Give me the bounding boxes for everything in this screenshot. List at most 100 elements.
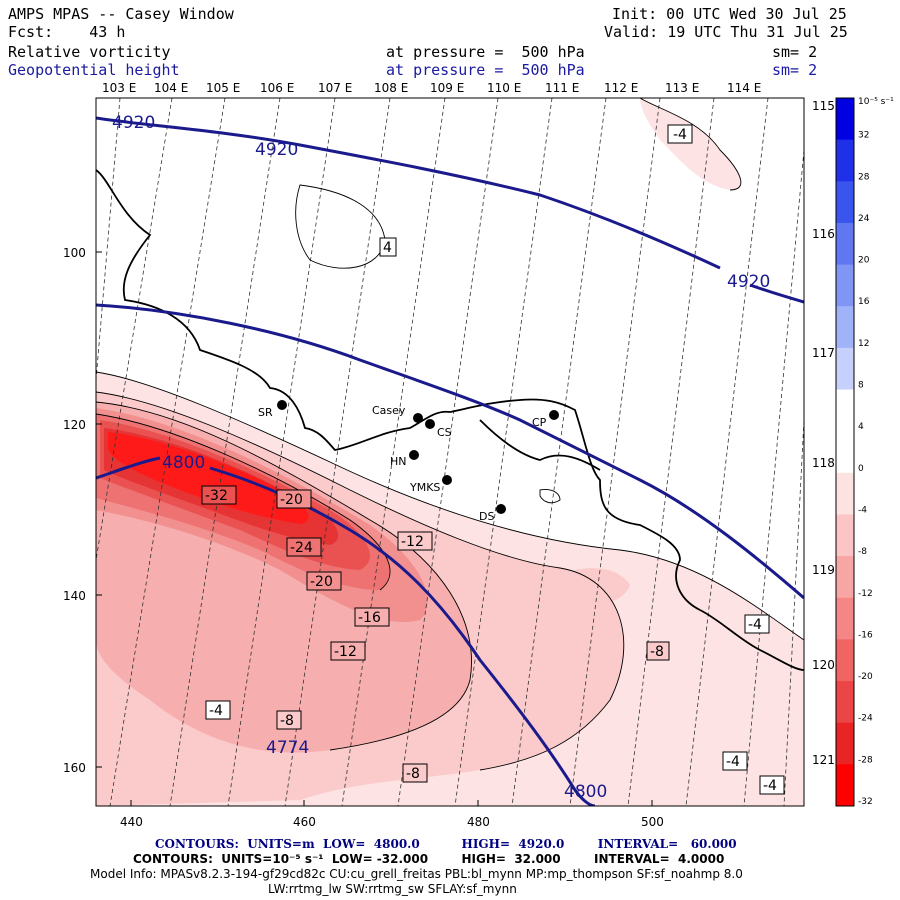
svg-text:-24: -24 [290, 540, 313, 556]
svg-text:4: 4 [383, 240, 392, 256]
colorbar-label: -16 [858, 630, 873, 640]
svg-text:107 E: 107 E [318, 81, 352, 95]
station-label-sr: SR [258, 406, 273, 419]
colorbar-label: 12 [858, 339, 869, 349]
svg-text:-4: -4 [763, 778, 777, 794]
height-contour-info: CONTOURS: UNITS=m LOW= 4800.0 HIGH= 4920… [155, 837, 737, 851]
station-label-cp: CP [532, 416, 547, 429]
colorbar-swatch [836, 139, 854, 182]
station-label-cs: CS [437, 426, 452, 439]
station-label-ds: DS [479, 510, 494, 523]
svg-text:109 E: 109 E [430, 81, 464, 95]
colorbar-swatch [836, 431, 854, 474]
y-tick-label: 140 [63, 589, 86, 603]
colorbar-label: -24 [858, 714, 873, 724]
vort-label-box: -20 [306, 571, 342, 591]
svg-text:-4: -4 [209, 703, 223, 719]
svg-text:-20: -20 [310, 574, 333, 590]
height-label-4774: 4774 [266, 738, 309, 758]
colorbar-label: 0 [858, 464, 864, 474]
vort-label-box: -20 [276, 489, 312, 509]
meridian-lines [96, 98, 804, 806]
station-label-casey: Casey [372, 404, 406, 417]
station-label-ymks: YMKS [409, 481, 440, 494]
svg-text:-4: -4 [748, 617, 762, 633]
colorbar-label: -8 [858, 547, 867, 557]
field2-pressure: at pressure = 500 hPa [386, 61, 585, 79]
colorbar-label: 4 [858, 422, 864, 432]
svg-text:114 E: 114 E [727, 81, 761, 95]
x-tick-label: 480 [467, 815, 490, 829]
colorbar: 32 28 24 20 16 12 8 4 0 -4 -8 -12 -16 -20 -24 -28 -32 [835, 97, 873, 807]
y-tick-label: 100 [63, 246, 86, 260]
station-marker-sr [277, 400, 287, 410]
colorbar-swatch [836, 722, 854, 765]
vort-label-box: -8 [276, 710, 302, 730]
svg-text:-4: -4 [726, 754, 740, 770]
colorbar-label: 28 [858, 172, 870, 182]
station-marker-ds [496, 504, 506, 514]
colorbar-swatch [836, 681, 854, 724]
vorticity-contour-labels: -4 4 -32 -20 -24 -20 -12 -16 -12 -8 -4 -… [201, 124, 785, 795]
y-tick-label: 160 [63, 761, 86, 775]
colorbar-swatch [836, 389, 854, 432]
station-marker-cp [549, 410, 559, 420]
vort-label-box: -4 [667, 124, 693, 144]
colorbar-label: -20 [858, 672, 873, 682]
colorbar-label: -28 [858, 755, 873, 765]
field1-pressure: at pressure = 500 hPa [386, 43, 585, 61]
svg-text:110 E: 110 E [487, 81, 521, 95]
colorbar-label: 24 [858, 214, 870, 224]
vorticity-shading [96, 98, 804, 806]
longitude-labels-top: 103 E 104 E 105 E 106 E 107 E 108 E 109 … [102, 81, 761, 95]
colorbar-swatch [836, 98, 854, 141]
field1-name: Relative vorticity [8, 43, 171, 61]
axis-ticks [96, 251, 653, 806]
axis-tick-labels: 440 460 480 500 100 120 140 160 [63, 246, 664, 829]
vort-label-box: -8 [646, 641, 670, 661]
vort-label-box: -32 [201, 485, 237, 505]
colorbar-label: 16 [858, 297, 870, 307]
colorbar-swatch [836, 264, 854, 307]
svg-text:113 E: 113 E [665, 81, 699, 95]
field1-smoothing: sm= 2 [772, 43, 818, 61]
svg-text:-16: -16 [358, 610, 381, 626]
vort-label-box: -12 [397, 531, 433, 551]
svg-text:106 E: 106 E [260, 81, 294, 95]
colorbar-swatch [836, 181, 854, 224]
x-tick-label: 460 [293, 815, 316, 829]
model-info: Model Info: MPASv8.2.3-194-gf29cd82c CU:… [90, 867, 743, 881]
valid-time: Valid: 19 UTC Thu 31 Jul 25 [604, 23, 848, 41]
vort-label-box: -8 [402, 763, 428, 783]
colorbar-swatch [836, 639, 854, 682]
colorbar-label: 20 [858, 256, 870, 266]
vort-label-box: -4 [759, 775, 785, 795]
height-label-4920-a: 4920 [112, 113, 155, 133]
svg-text:105 E: 105 E [206, 81, 240, 95]
station-marker-ymks [442, 475, 452, 485]
colorbar-unit: 10⁻⁵ s⁻¹ [858, 97, 894, 107]
field2-name: Geopotential height [8, 61, 180, 79]
vort-label-box: -12 [330, 641, 366, 661]
station-marker-hn [409, 450, 419, 460]
svg-text:103 E: 103 E [102, 81, 136, 95]
colorbar-label: -12 [858, 589, 873, 599]
svg-text:104 E: 104 E [154, 81, 188, 95]
init-time: Init: 00 UTC Wed 30 Jul 25 [612, 5, 847, 23]
map-panel: 4920 4920 4920 4800 4800 4774 -4 4 -32 -… [63, 81, 894, 829]
colorbar-label: 32 [858, 131, 869, 141]
colorbar-swatch [836, 306, 854, 349]
svg-text:-8: -8 [280, 713, 294, 729]
station-marker-casey [413, 413, 423, 423]
x-tick-label: 440 [120, 815, 143, 829]
chart-title: AMPS MPAS -- Casey Window [8, 5, 234, 23]
svg-text:-4: -4 [673, 127, 687, 143]
field2-smoothing: sm= 2 [772, 61, 818, 79]
height-label-4920-b: 4920 [255, 140, 298, 160]
vort-label-box: -4 [722, 751, 748, 771]
colorbar-swatch [836, 472, 854, 515]
vort-label-box: -16 [354, 607, 390, 627]
x-tick-label: 500 [641, 815, 664, 829]
vorticity-contour-info: CONTOURS: UNITS=10⁻⁵ s⁻¹ LOW= -32.000 HI… [133, 852, 725, 866]
vort-label-box: -24 [286, 537, 322, 557]
